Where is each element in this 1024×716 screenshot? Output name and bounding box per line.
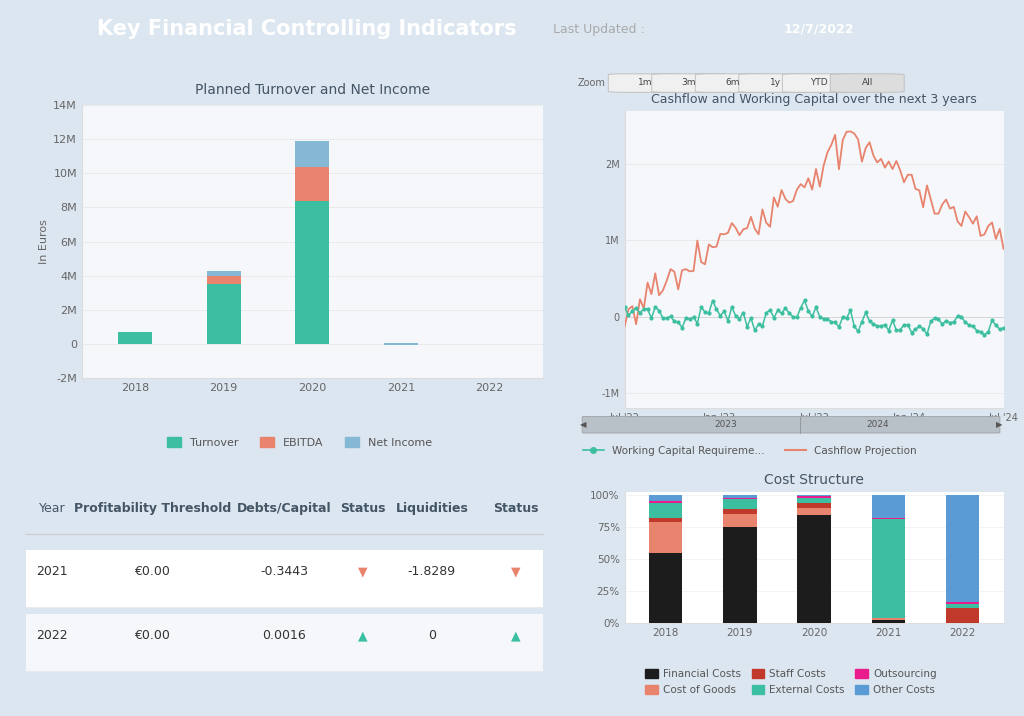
Bar bbox=[649, 501, 682, 503]
FancyBboxPatch shape bbox=[739, 74, 813, 92]
Text: All: All bbox=[861, 78, 872, 87]
Bar bbox=[649, 522, 682, 553]
Bar bbox=[723, 514, 757, 527]
FancyBboxPatch shape bbox=[608, 74, 682, 92]
Bar bbox=[798, 498, 830, 503]
Bar bbox=[384, 343, 418, 344]
Text: Debts/Capital: Debts/Capital bbox=[237, 502, 332, 515]
Bar bbox=[723, 498, 757, 499]
Text: Zoom: Zoom bbox=[578, 78, 605, 88]
Text: 6m: 6m bbox=[725, 78, 739, 87]
Text: 1y: 1y bbox=[770, 78, 781, 87]
Bar bbox=[723, 527, 757, 623]
Bar bbox=[871, 618, 905, 620]
Legend: Turnover, EBITDA, Net Income: Turnover, EBITDA, Net Income bbox=[167, 437, 432, 448]
Bar bbox=[871, 519, 905, 618]
Bar bbox=[946, 604, 979, 608]
Text: ▼: ▼ bbox=[358, 566, 368, 579]
Text: Status: Status bbox=[341, 502, 386, 515]
Title: Cost Structure: Cost Structure bbox=[764, 473, 864, 487]
Text: €0.00: €0.00 bbox=[134, 629, 170, 642]
Y-axis label: In Euros: In Euros bbox=[39, 219, 49, 264]
Bar bbox=[296, 167, 329, 200]
Text: €0.00: €0.00 bbox=[134, 566, 170, 579]
Bar bbox=[649, 553, 682, 623]
Text: 3m: 3m bbox=[682, 78, 696, 87]
Text: 12/7/2022: 12/7/2022 bbox=[784, 23, 854, 36]
Bar bbox=[798, 503, 830, 508]
Bar bbox=[871, 518, 905, 519]
Text: Last Updated :: Last Updated : bbox=[553, 23, 645, 36]
Text: Status: Status bbox=[494, 502, 539, 515]
Legend: Financial Costs, Cost of Goods, Staff Costs, External Costs, Outsourcing, Other : Financial Costs, Cost of Goods, Staff Co… bbox=[641, 665, 941, 699]
Text: ◀: ◀ bbox=[580, 420, 587, 430]
Title: Cashflow and Working Capital over the next 3 years: Cashflow and Working Capital over the ne… bbox=[651, 92, 977, 106]
FancyBboxPatch shape bbox=[582, 417, 1000, 433]
FancyBboxPatch shape bbox=[652, 74, 726, 92]
Bar bbox=[296, 200, 329, 344]
Bar bbox=[296, 141, 329, 167]
Bar bbox=[207, 271, 241, 276]
Title: Planned Turnover and Net Income: Planned Turnover and Net Income bbox=[195, 83, 430, 97]
Text: 2022: 2022 bbox=[36, 629, 68, 642]
Bar bbox=[649, 518, 682, 522]
Text: 0.0016: 0.0016 bbox=[262, 629, 306, 642]
Bar bbox=[946, 608, 979, 623]
Legend: Working Capital Requireme..., Cashflow Projection: Working Capital Requireme..., Cashflow P… bbox=[579, 442, 922, 460]
FancyBboxPatch shape bbox=[695, 74, 769, 92]
Text: ▼: ▼ bbox=[511, 566, 521, 579]
Bar bbox=[207, 284, 241, 344]
Text: ▶: ▶ bbox=[995, 420, 1002, 430]
Bar bbox=[649, 495, 682, 501]
Text: ▲: ▲ bbox=[511, 629, 521, 642]
FancyBboxPatch shape bbox=[26, 614, 543, 671]
Bar bbox=[798, 496, 830, 498]
Text: Profitability Threshold: Profitability Threshold bbox=[74, 502, 231, 515]
Text: 0: 0 bbox=[428, 629, 436, 642]
Bar bbox=[798, 495, 830, 496]
Bar bbox=[946, 495, 979, 602]
Text: Liquidities: Liquidities bbox=[395, 502, 468, 515]
Bar bbox=[946, 602, 979, 604]
Text: Year: Year bbox=[39, 502, 66, 515]
Bar bbox=[649, 503, 682, 518]
Text: 2021: 2021 bbox=[36, 566, 68, 579]
Bar bbox=[798, 508, 830, 516]
Text: YTD: YTD bbox=[811, 78, 828, 87]
Text: -0.3443: -0.3443 bbox=[260, 566, 308, 579]
Text: Key Financial Controlling Indicators: Key Financial Controlling Indicators bbox=[97, 19, 517, 39]
Text: ▲: ▲ bbox=[358, 629, 368, 642]
Bar bbox=[723, 499, 757, 509]
Bar bbox=[723, 495, 757, 498]
FancyBboxPatch shape bbox=[782, 74, 856, 92]
Bar bbox=[118, 332, 152, 344]
Bar bbox=[871, 620, 905, 623]
FancyBboxPatch shape bbox=[26, 550, 543, 607]
Text: 2023: 2023 bbox=[715, 420, 737, 429]
Bar bbox=[207, 276, 241, 284]
Bar bbox=[871, 495, 905, 518]
Text: -1.8289: -1.8289 bbox=[408, 566, 456, 579]
Bar bbox=[723, 509, 757, 514]
Text: 2024: 2024 bbox=[866, 420, 890, 429]
Bar bbox=[798, 516, 830, 623]
Text: 1m: 1m bbox=[638, 78, 652, 87]
FancyBboxPatch shape bbox=[830, 74, 904, 92]
